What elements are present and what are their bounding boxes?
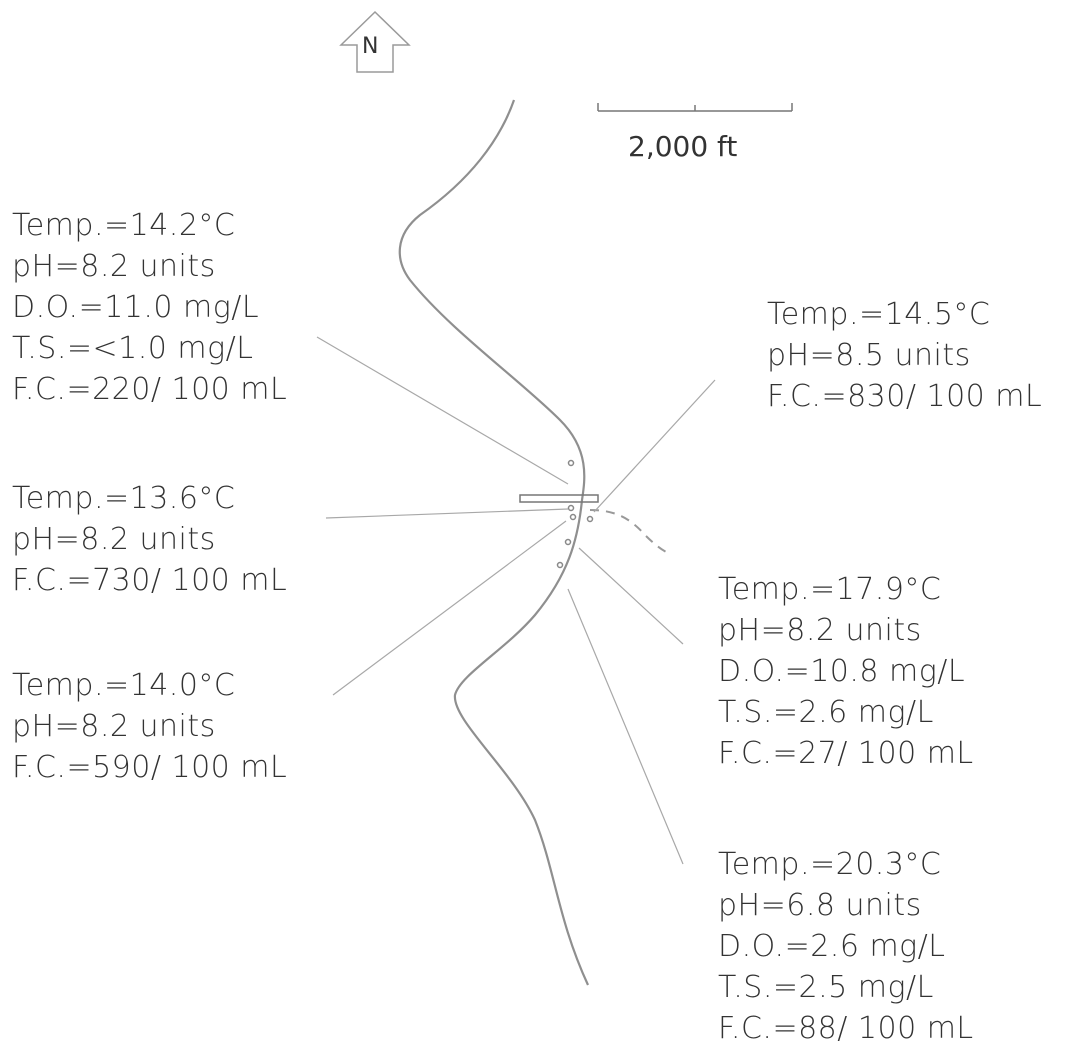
station-ph: pH=8.5 units xyxy=(767,338,971,373)
station-label-ne: Temp.=14.5°C pH=8.5 units F.C.=830/ 100 … xyxy=(767,294,1042,417)
leader-line-ne xyxy=(593,379,716,513)
leader-line-nw xyxy=(316,336,569,485)
sample-point xyxy=(567,504,575,512)
station-fc: F.C.=27/ 100 mL xyxy=(718,736,974,771)
station-label-e: Temp.=17.9°C pH=8.2 units D.O.=10.8 mg/L… xyxy=(718,569,974,774)
station-ts: T.S.=2.6 mg/L xyxy=(718,695,934,730)
station-temp: Temp.=13.6°C xyxy=(12,481,236,516)
station-fc: F.C.=730/ 100 mL xyxy=(12,563,288,598)
outfall-pipe xyxy=(519,494,599,503)
station-fc: F.C.=88/ 100 mL xyxy=(718,1011,974,1046)
station-ph: pH=8.2 units xyxy=(12,522,216,557)
station-do: D.O.=2.6 mg/L xyxy=(718,929,946,964)
station-ph: pH=8.2 units xyxy=(12,709,216,744)
station-ph: pH=8.2 units xyxy=(12,249,216,284)
station-ph: pH=6.8 units xyxy=(718,888,922,923)
leader-line-sw xyxy=(332,520,567,696)
leader-line-e xyxy=(578,547,684,645)
station-temp: Temp.=14.2°C xyxy=(12,208,236,243)
station-temp: Temp.=14.0°C xyxy=(12,668,236,703)
station-temp: Temp.=14.5°C xyxy=(767,297,991,332)
sample-point xyxy=(569,513,577,521)
station-label-nw: Temp.=14.2°C pH=8.2 units D.O.=11.0 mg/L… xyxy=(12,205,287,410)
north-arrow-icon xyxy=(339,10,411,73)
scale-label: 2,000 ft xyxy=(628,130,738,163)
leader-line-w xyxy=(325,508,569,519)
station-label-se: Temp.=20.3°C pH=6.8 units D.O.=2.6 mg/L … xyxy=(718,844,974,1049)
station-temp: Temp.=17.9°C xyxy=(718,572,942,607)
river-channel xyxy=(398,99,589,986)
tributary-dashed xyxy=(589,509,669,554)
station-fc: F.C.=220/ 100 mL xyxy=(12,372,288,407)
station-ph: pH=8.2 units xyxy=(718,613,922,648)
leader-line-se xyxy=(567,588,684,865)
scale-bar xyxy=(597,103,793,112)
north-label: N xyxy=(362,34,379,59)
station-ts: T.S.=2.5 mg/L xyxy=(718,970,934,1005)
station-fc: F.C.=590/ 100 mL xyxy=(12,750,288,785)
sampling-points xyxy=(556,459,594,569)
station-fc: F.C.=830/ 100 mL xyxy=(767,379,1043,414)
sample-point xyxy=(586,515,594,523)
station-temp: Temp.=20.3°C xyxy=(718,847,942,882)
station-do: D.O.=10.8 mg/L xyxy=(718,654,966,689)
station-label-sw: Temp.=14.0°C pH=8.2 units F.C.=590/ 100 … xyxy=(12,665,287,788)
station-label-w: Temp.=13.6°C pH=8.2 units F.C.=730/ 100 … xyxy=(12,478,287,601)
leader-lines xyxy=(316,336,716,865)
sample-point xyxy=(564,538,572,546)
sample-point xyxy=(567,459,575,467)
station-do: D.O.=11.0 mg/L xyxy=(12,290,260,325)
station-ts: T.S.=<1.0 mg/L xyxy=(12,331,254,366)
sample-point xyxy=(556,561,564,569)
